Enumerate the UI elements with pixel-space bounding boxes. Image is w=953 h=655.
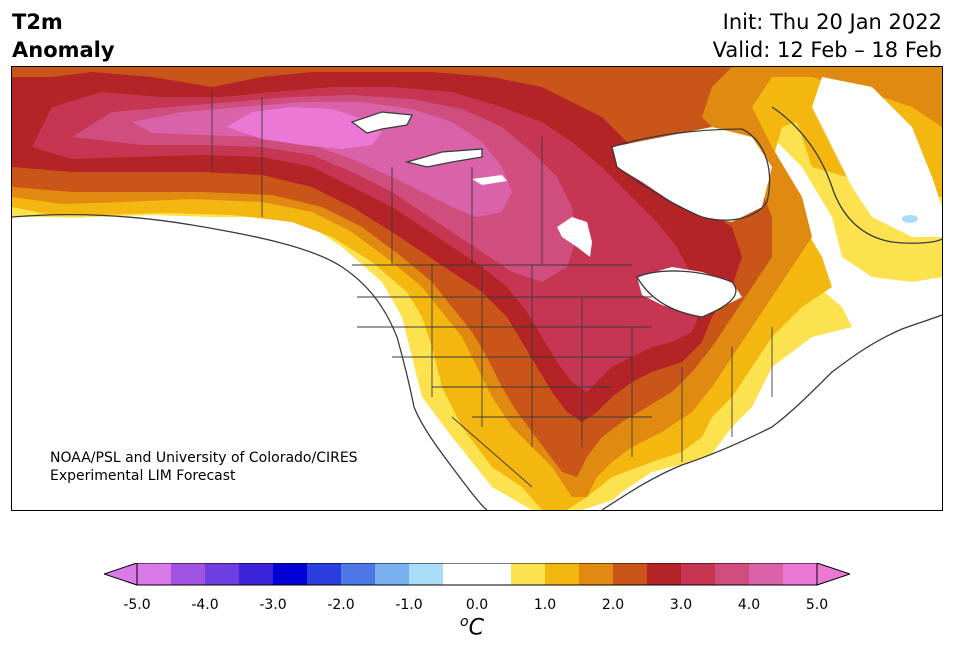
political-borders xyxy=(211,92,773,488)
colorbar-segment xyxy=(375,563,410,585)
colorbar-segment xyxy=(613,563,648,585)
map-svg xyxy=(12,67,942,510)
credit-line2: Experimental LIM Forecast xyxy=(50,468,236,484)
great-slave-lake-shape xyxy=(407,149,482,167)
units-base: C xyxy=(468,615,484,641)
anomaly-contour-8 xyxy=(132,102,512,217)
colorbar-tick-label: 2.0 xyxy=(601,597,625,613)
credit-line1: NOAA/PSL and University of Colorado/CIRE… xyxy=(50,450,358,466)
colorbar-segment xyxy=(783,563,818,585)
colorbar-segment xyxy=(341,563,376,585)
units-label: oC xyxy=(460,614,484,640)
colorbar-segment xyxy=(715,563,750,585)
colorbar-tick-label: 1.0 xyxy=(533,597,557,613)
pacific-coast-white xyxy=(12,217,482,510)
valid-dates: Valid: 12 Feb – 18 Feb xyxy=(712,38,942,62)
colorbar xyxy=(104,563,850,586)
init-date: Init: Thu 20 Jan 2022 xyxy=(722,10,942,34)
colorbar-segment xyxy=(273,563,308,585)
colorbar-segment xyxy=(477,563,512,585)
credit-text: NOAA/PSL and University of Colorado/CIRE… xyxy=(50,449,358,485)
colorbar-tick-label: 4.0 xyxy=(737,597,761,613)
coastlines xyxy=(12,106,942,510)
colorbar-segment xyxy=(579,563,614,585)
colorbar-segment xyxy=(647,563,682,585)
colorbar-tick-label: -2.0 xyxy=(327,597,355,613)
colorbar-segment xyxy=(307,563,342,585)
colorbar-tick-label: 3.0 xyxy=(669,597,693,613)
colorbar-segment xyxy=(171,563,206,585)
lake-winnipeg-shape xyxy=(557,217,592,257)
variable-title-line1: T2m xyxy=(12,10,63,34)
cool-anomaly-spot xyxy=(902,215,918,223)
hudson-bay-shape xyxy=(612,127,772,222)
colorbar-extend-high xyxy=(816,563,850,586)
colorbar-tick-label: -1.0 xyxy=(395,597,423,613)
colorbar-tick-label: -5.0 xyxy=(123,597,151,613)
colorbar-segment xyxy=(681,563,716,585)
colorbar-segment xyxy=(137,563,172,585)
colorbar-tick-label: 5.0 xyxy=(805,597,829,613)
date-info: Init: Thu 20 Jan 2022 Valid: 12 Feb – 18… xyxy=(713,8,942,64)
variable-title: T2m Anomaly xyxy=(12,8,115,64)
colorbar-segment xyxy=(239,563,274,585)
colorbar-tick-label: -4.0 xyxy=(191,597,219,613)
colorbar-segment xyxy=(749,563,784,585)
units-degree: o xyxy=(460,614,469,630)
great-lakes-shape xyxy=(637,267,742,317)
colorbar-tick-label: -3.0 xyxy=(259,597,287,613)
colorbar-extend-low xyxy=(104,563,138,586)
anomaly-contour-9 xyxy=(227,107,382,149)
anomaly-map: NOAA/PSL and University of Colorado/CIRE… xyxy=(11,66,943,511)
colorbar-segment xyxy=(205,563,240,585)
colorbar-segment xyxy=(545,563,580,585)
colorbar-tick-label: 0.0 xyxy=(465,597,489,613)
gulf-white xyxy=(602,317,942,510)
variable-title-line2: Anomaly xyxy=(12,38,115,62)
colorbar-segment xyxy=(511,563,546,585)
colorbar-frame xyxy=(136,563,818,586)
labrador-white-shape xyxy=(812,77,942,237)
colorbar-segment xyxy=(409,563,444,585)
colorbar-segment xyxy=(443,563,478,585)
great-bear-lake-shape xyxy=(472,175,507,185)
